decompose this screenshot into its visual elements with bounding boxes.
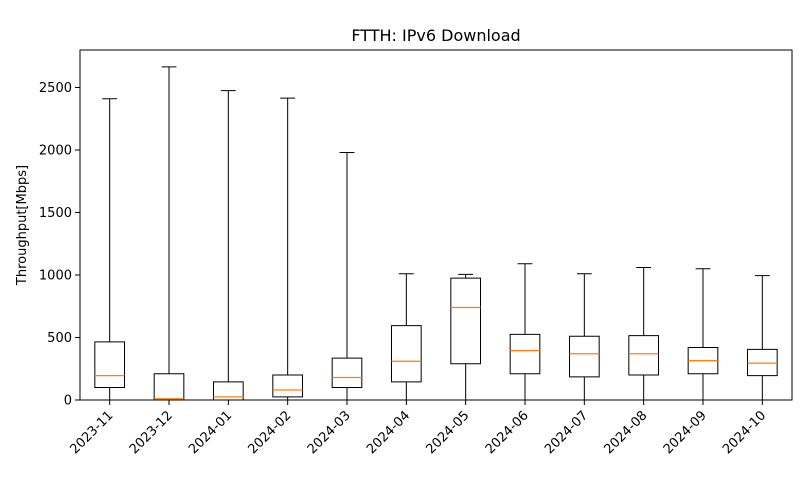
iqr-box bbox=[272, 374, 304, 398]
y-tick-label: 500 bbox=[47, 331, 72, 346]
x-tick-label: 2024-06 bbox=[483, 408, 532, 457]
x-tick-label: 2024-04 bbox=[364, 408, 413, 457]
box-2023-11 bbox=[94, 98, 126, 401]
x-tick-label: 2024-07 bbox=[542, 408, 591, 457]
iqr-box bbox=[94, 341, 126, 388]
y-tick-label: 1000 bbox=[39, 269, 72, 284]
box-2024-09 bbox=[687, 268, 719, 401]
y-tick-label: 0 bbox=[64, 394, 72, 409]
box-2024-06 bbox=[509, 263, 541, 401]
y-axis-label: Throughput[Mbps] bbox=[15, 165, 30, 286]
box-2024-07 bbox=[569, 273, 600, 401]
y-tick-label: 2000 bbox=[39, 144, 72, 159]
box-2024-08 bbox=[628, 267, 659, 401]
x-tick-label: 2024-09 bbox=[661, 408, 710, 457]
box-2024-05 bbox=[450, 273, 482, 401]
box-2023-12 bbox=[153, 66, 185, 401]
box-2024-04 bbox=[391, 273, 422, 401]
plot-area-frame bbox=[79, 49, 793, 401]
box-2024-01 bbox=[213, 90, 244, 401]
x-tick-label: 2024-08 bbox=[601, 408, 650, 457]
x-tick-label: 2024-10 bbox=[720, 408, 769, 457]
box-2024-02 bbox=[272, 97, 304, 401]
iqr-box bbox=[747, 348, 778, 377]
box-2024-10 bbox=[747, 275, 778, 401]
x-tick-label: 2024-01 bbox=[186, 408, 235, 457]
x-tick-label: 2024-03 bbox=[305, 408, 354, 457]
iqr-box bbox=[391, 325, 422, 383]
x-tick-label: 2024-02 bbox=[245, 408, 294, 457]
x-tick-label: 2024-05 bbox=[423, 408, 472, 457]
y-tick-label: 2500 bbox=[39, 81, 72, 96]
iqr-box bbox=[628, 335, 659, 376]
chart-title: FTTH: IPv6 Download bbox=[351, 26, 520, 45]
iqr-box bbox=[331, 357, 363, 388]
box-series bbox=[94, 66, 778, 401]
iqr-box bbox=[153, 373, 185, 401]
x-tick-label: 2023-12 bbox=[127, 408, 176, 457]
y-tick-label: 1500 bbox=[39, 206, 72, 221]
x-tick-label: 2023-11 bbox=[67, 408, 116, 457]
iqr-box bbox=[450, 277, 482, 365]
iqr-box bbox=[509, 333, 541, 375]
box-2024-03 bbox=[331, 152, 363, 401]
iqr-box bbox=[569, 335, 600, 378]
